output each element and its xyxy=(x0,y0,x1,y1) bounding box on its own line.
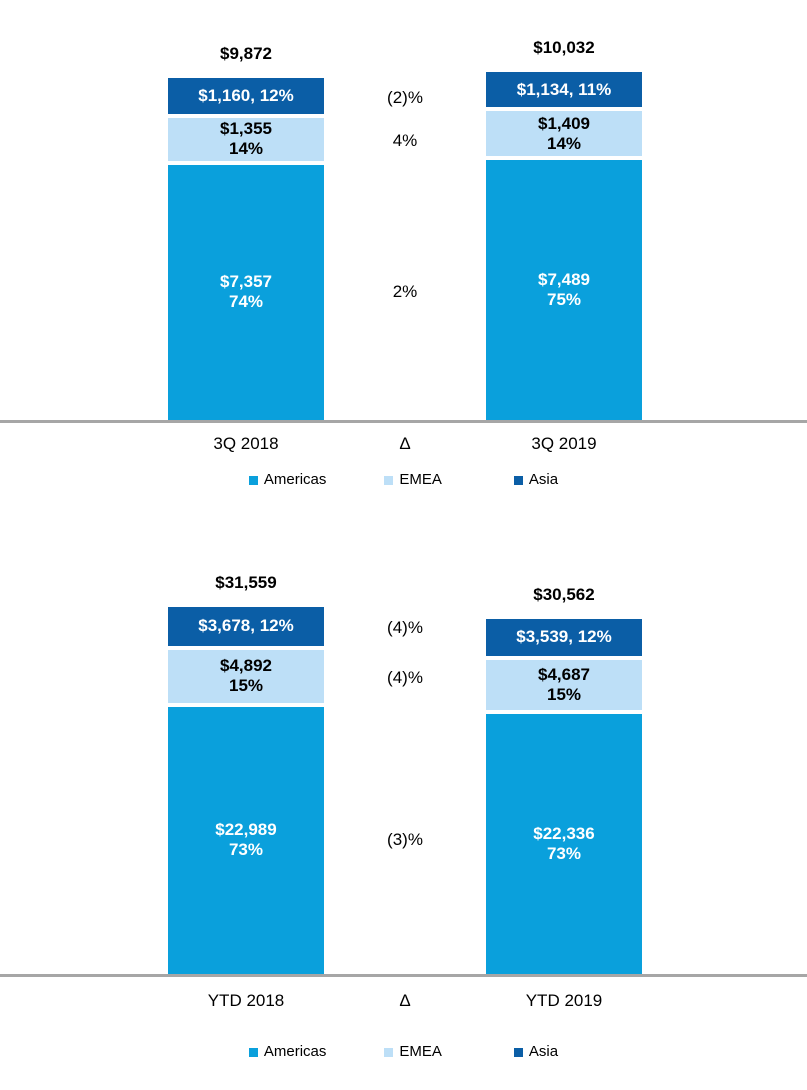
segment-value-label: $3,678, 12% xyxy=(198,616,294,636)
segment-value-label: $1,355 14% xyxy=(220,119,272,159)
delta-value-label: 2% xyxy=(392,282,418,302)
legend-swatch-asia-icon xyxy=(513,475,523,485)
category-label: YTD 2018 xyxy=(207,991,285,1010)
segment-value-label: $3,539, 12% xyxy=(516,627,612,647)
category-label: 3Q 2018 xyxy=(213,434,279,453)
total-label: $30,562 xyxy=(533,584,595,604)
segment-value-label: $7,357 74% xyxy=(220,272,272,312)
delta-value-label: (4)% xyxy=(387,668,423,688)
segment-value-label: $1,409 14% xyxy=(538,113,590,153)
delta-value-label: 4% xyxy=(392,131,418,151)
bar-segment-americas: $7,357 74% xyxy=(168,164,324,420)
segment-value-label: $4,892 15% xyxy=(220,656,272,696)
legend-swatch-emea-icon xyxy=(384,475,394,485)
legend-label: Asia xyxy=(528,1043,559,1060)
legend-label: Americas xyxy=(263,471,327,488)
bar-segment-emea: $1,409 14% xyxy=(486,111,642,161)
bar-segment-asia: $3,678, 12% xyxy=(168,607,324,650)
legend-swatch-emea-icon xyxy=(384,1047,394,1057)
legend-ytd: Americas EMEA Asia xyxy=(0,1043,807,1061)
segment-value-label: $1,160, 12% xyxy=(198,85,294,105)
total-label: $9,872 xyxy=(220,43,272,63)
bar-segment-asia: $3,539, 12% xyxy=(486,618,642,660)
legend-item-asia: Asia xyxy=(513,1043,559,1061)
delta-value-label: (4)% xyxy=(387,618,423,638)
category-label: 3Q 2019 xyxy=(531,434,597,453)
delta-value-label: (2)% xyxy=(387,87,423,107)
total-label: $10,032 xyxy=(533,38,595,57)
legend-label: Americas xyxy=(263,1043,327,1060)
legend-quarter: Americas EMEA Asia xyxy=(0,471,807,489)
bar-segment-americas: $7,489 75% xyxy=(486,160,642,420)
stacked-bar-ytd-1: $3,678, 12% $4,892 15% $22,989 73% xyxy=(168,607,324,974)
x-axis-line xyxy=(0,974,807,977)
legend-item-americas: Americas xyxy=(248,471,327,489)
legend-swatch-americas-icon xyxy=(248,475,258,485)
x-axis-line xyxy=(0,420,807,423)
legend-item-emea: EMEA xyxy=(384,471,442,489)
segment-value-label: $22,336 73% xyxy=(533,824,595,864)
bar-segment-emea: $1,355 14% xyxy=(168,117,324,165)
total-label: $31,559 xyxy=(215,573,277,592)
legend-label: Asia xyxy=(528,471,559,488)
legend-swatch-americas-icon xyxy=(248,1047,258,1057)
legend-item-asia: Asia xyxy=(513,471,559,489)
legend-item-emea: EMEA xyxy=(384,1043,442,1061)
segment-value-label: $4,687 15% xyxy=(538,665,590,705)
legend-swatch-asia-icon xyxy=(513,1047,523,1057)
legend-item-americas: Americas xyxy=(248,1043,327,1061)
bar-segment-emea: $4,687 15% xyxy=(486,659,642,715)
segment-value-label: $7,489 75% xyxy=(538,270,590,310)
bar-segment-americas: $22,336 73% xyxy=(486,714,642,974)
bar-segment-emea: $4,892 15% xyxy=(168,649,324,707)
legend-label: EMEA xyxy=(399,471,442,488)
stacked-bar-quarter-2: $1,134, 11% $1,409 14% $7,489 75% xyxy=(486,72,642,420)
delta-column-header: Δ xyxy=(399,434,411,453)
stacked-bar-ytd-2: $3,539, 12% $4,687 15% $22,336 73% xyxy=(486,618,642,974)
stacked-bar-quarter-1: $1,160, 12% $1,355 14% $7,357 74% xyxy=(168,77,324,420)
segment-value-label: $1,134, 11% xyxy=(516,79,612,99)
category-label: YTD 2019 xyxy=(525,991,603,1010)
bar-segment-asia: $1,134, 11% xyxy=(486,72,642,112)
bar-segment-americas: $22,989 73% xyxy=(168,706,324,974)
delta-column-header: Δ xyxy=(399,991,411,1010)
legend-label: EMEA xyxy=(399,1043,442,1060)
bar-segment-asia: $1,160, 12% xyxy=(168,77,324,118)
delta-value-label: (3)% xyxy=(387,830,423,850)
segment-value-label: $22,989 73% xyxy=(215,820,277,860)
